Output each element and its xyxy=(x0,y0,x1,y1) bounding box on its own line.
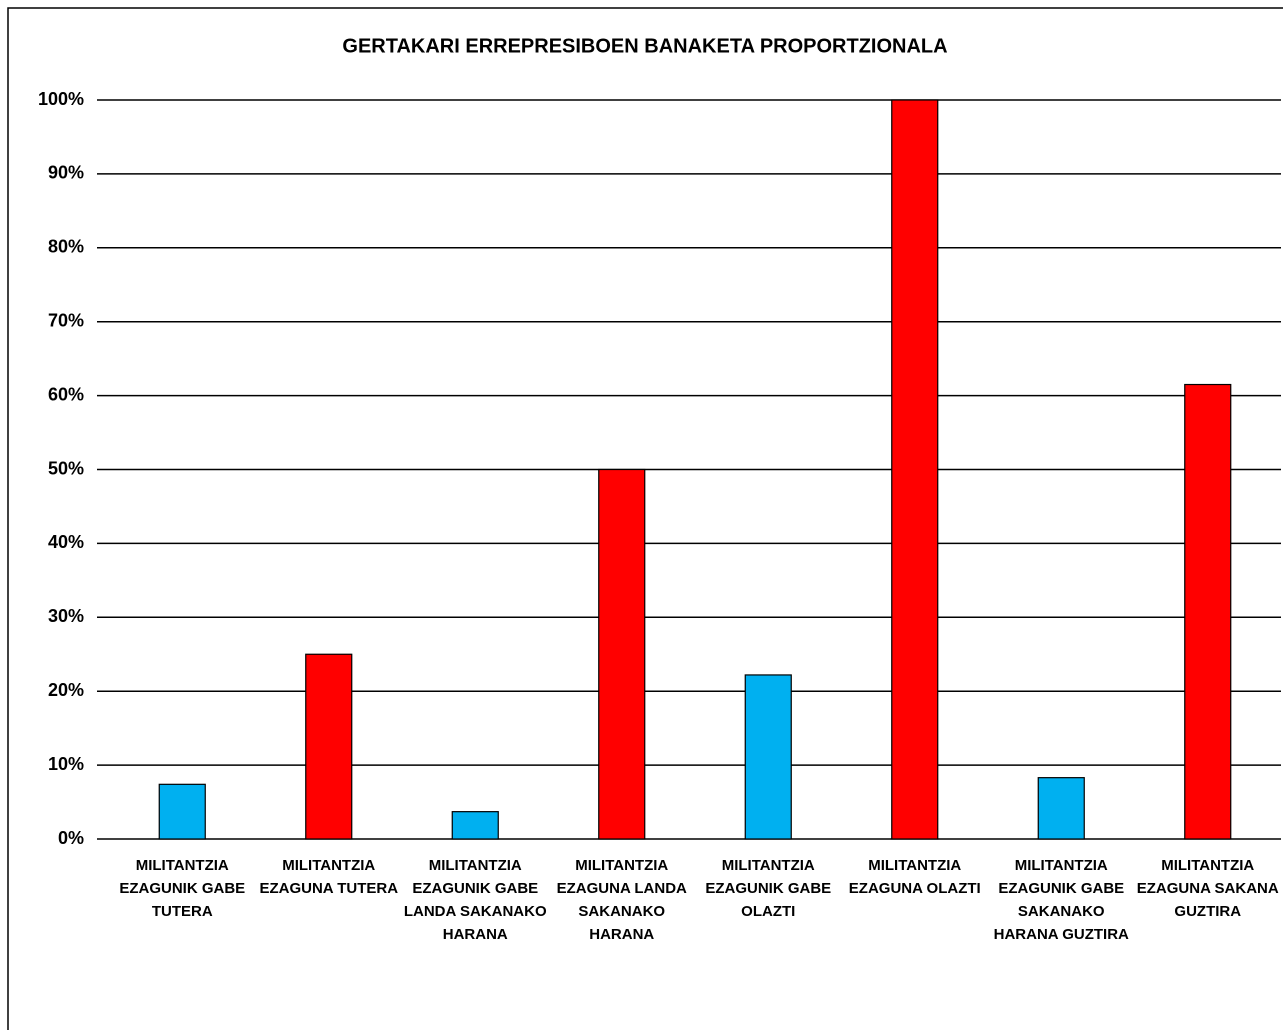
bar xyxy=(1184,383,1232,840)
y-tick-label: 70% xyxy=(48,310,84,330)
y-tick-label: 0% xyxy=(58,828,84,848)
y-tick-label: 10% xyxy=(48,754,84,774)
chart-title: GERTAKARI ERREPRESIBOEN BANAKETA PROPORT… xyxy=(342,35,947,57)
x-tick-label: MILITANTZIA EZAGUNIK GABE LANDA SAKANAKO… xyxy=(403,857,547,943)
y-tick-label: 20% xyxy=(48,680,84,700)
chart-frame xyxy=(7,7,1283,1030)
y-tick-label: 50% xyxy=(48,458,84,478)
x-tick-label: MILITANTZIA EZAGUNIK GABE TUTERA xyxy=(119,857,246,920)
y-tick-label: 60% xyxy=(48,384,84,404)
x-tick-label: MILITANTZIA EZAGUNA SAKANA GUZTIRA xyxy=(1136,857,1279,920)
bar xyxy=(158,783,206,840)
y-tick-label: 40% xyxy=(48,532,84,552)
bar xyxy=(1037,777,1085,840)
bar xyxy=(451,811,499,840)
bar xyxy=(744,674,792,840)
y-tick-label: 100% xyxy=(38,89,84,109)
y-tick-label: 30% xyxy=(48,606,84,626)
bar xyxy=(598,468,646,840)
x-tick-label: MILITANTZIA EZAGUNA LANDA SAKANAKO HARAN… xyxy=(556,857,687,943)
x-tick-label: MILITANTZIA EZAGUNIK GABE OLAZTI xyxy=(705,857,832,920)
y-tick-label: 90% xyxy=(48,163,84,183)
bar xyxy=(891,99,939,840)
x-tick-label: MILITANTZIA EZAGUNA OLAZTI xyxy=(848,857,981,897)
y-tick-label: 80% xyxy=(48,237,84,257)
x-tick-label: MILITANTZIA EZAGUNIK GABE SAKANAKO HARAN… xyxy=(993,857,1129,943)
bar xyxy=(305,653,353,840)
x-tick-label: MILITANTZIA EZAGUNA TUTERA xyxy=(259,857,399,897)
